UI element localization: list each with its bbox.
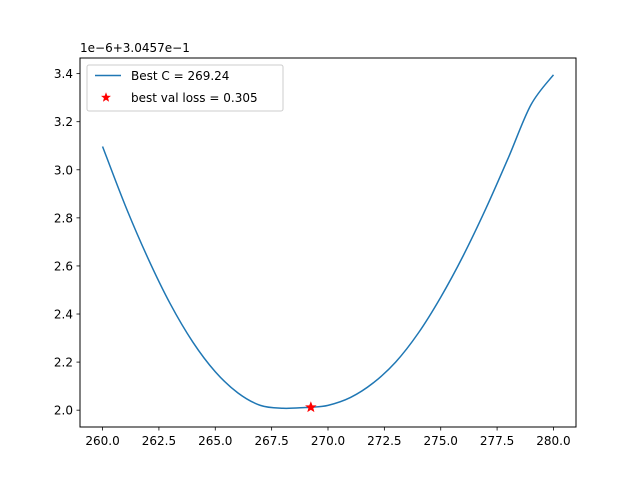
loss-curve-line bbox=[101, 74, 555, 410]
x-tick-label: 280.0 bbox=[536, 434, 570, 448]
y-tick-label: 2.6 bbox=[54, 259, 73, 273]
y-tick-label: 2.8 bbox=[54, 211, 73, 225]
y-axis: 2.0 2.2 2.4 2.6 2.8 3.0 3.2 3.4 bbox=[54, 67, 80, 418]
legend-star-swatch bbox=[101, 92, 111, 102]
x-tick-label: 267.5 bbox=[254, 434, 288, 448]
x-tick-label: 277.5 bbox=[480, 434, 514, 448]
x-axis: 260.0 262.5 265.0 267.5 270.0 272.5 275.0 277.5… bbox=[85, 427, 571, 448]
y-tick-label: 3.2 bbox=[54, 115, 73, 129]
series-layer bbox=[101, 74, 555, 413]
best-point-star-marker bbox=[305, 401, 317, 413]
legend-label-line: Best C = 269.24 bbox=[131, 69, 229, 83]
plot-area bbox=[80, 58, 576, 427]
y-tick-label: 2.2 bbox=[54, 356, 73, 370]
x-tick-label: 272.5 bbox=[367, 434, 401, 448]
x-tick-label: 262.5 bbox=[142, 434, 176, 448]
x-tick-label: 275.0 bbox=[424, 434, 458, 448]
x-tick-label: 270.0 bbox=[311, 434, 345, 448]
legend: Best C = 269.24 best val loss = 0.305 bbox=[86, 64, 284, 112]
x-tick-label: 260.0 bbox=[85, 434, 119, 448]
legend-box bbox=[86, 64, 284, 112]
y-tick-label: 3.0 bbox=[54, 163, 73, 177]
y-tick-label: 2.4 bbox=[54, 308, 73, 322]
y-tick-label: 2.0 bbox=[54, 404, 73, 418]
y-tick-label: 3.4 bbox=[54, 67, 73, 81]
y-axis-offset-label: 1e−6+3.0457e−1 bbox=[80, 41, 190, 55]
legend-label-marker: best val loss = 0.305 bbox=[131, 91, 258, 105]
x-tick-label: 265.0 bbox=[198, 434, 232, 448]
plot-frame bbox=[79, 57, 577, 428]
